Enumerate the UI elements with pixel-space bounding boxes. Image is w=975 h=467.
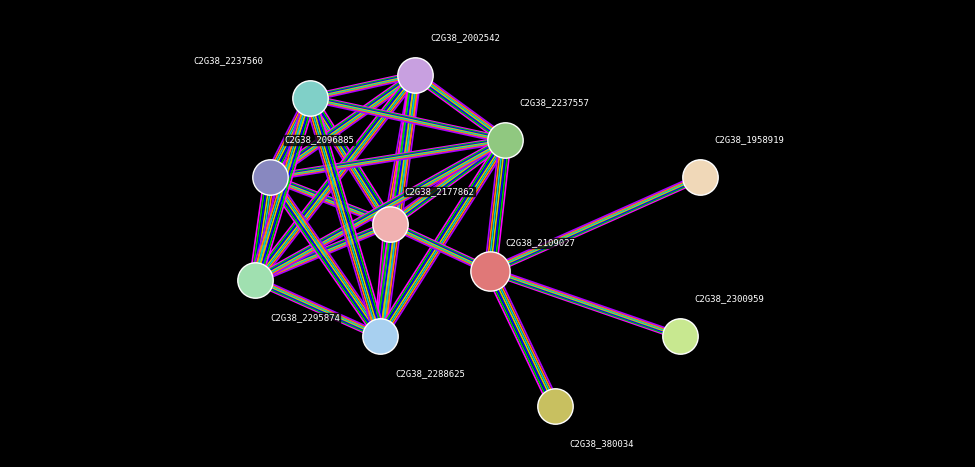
Point [302, 94, 318, 102]
Text: C2G38_1958919: C2G38_1958919 [715, 135, 785, 145]
Text: C2G38_380034: C2G38_380034 [569, 439, 634, 448]
Point [372, 333, 388, 340]
Point [547, 403, 563, 410]
Point [262, 174, 278, 181]
Text: C2G38_2237557: C2G38_2237557 [520, 98, 590, 107]
Text: C2G38_2002542: C2G38_2002542 [430, 33, 500, 42]
Text: C2G38_2295874: C2G38_2295874 [270, 313, 340, 322]
Point [408, 71, 423, 78]
Point [497, 136, 513, 144]
Point [382, 220, 398, 228]
Point [672, 333, 687, 340]
Point [248, 276, 263, 284]
Point [483, 267, 498, 275]
Text: C2G38_2237560: C2G38_2237560 [193, 56, 263, 65]
Text: C2G38_2288625: C2G38_2288625 [395, 369, 465, 378]
Text: C2G38_2177862: C2G38_2177862 [405, 187, 475, 196]
Text: C2G38_2109027: C2G38_2109027 [505, 238, 575, 248]
Text: C2G38_2300959: C2G38_2300959 [694, 294, 764, 304]
Point [692, 174, 708, 181]
Text: C2G38_2096885: C2G38_2096885 [285, 135, 355, 145]
